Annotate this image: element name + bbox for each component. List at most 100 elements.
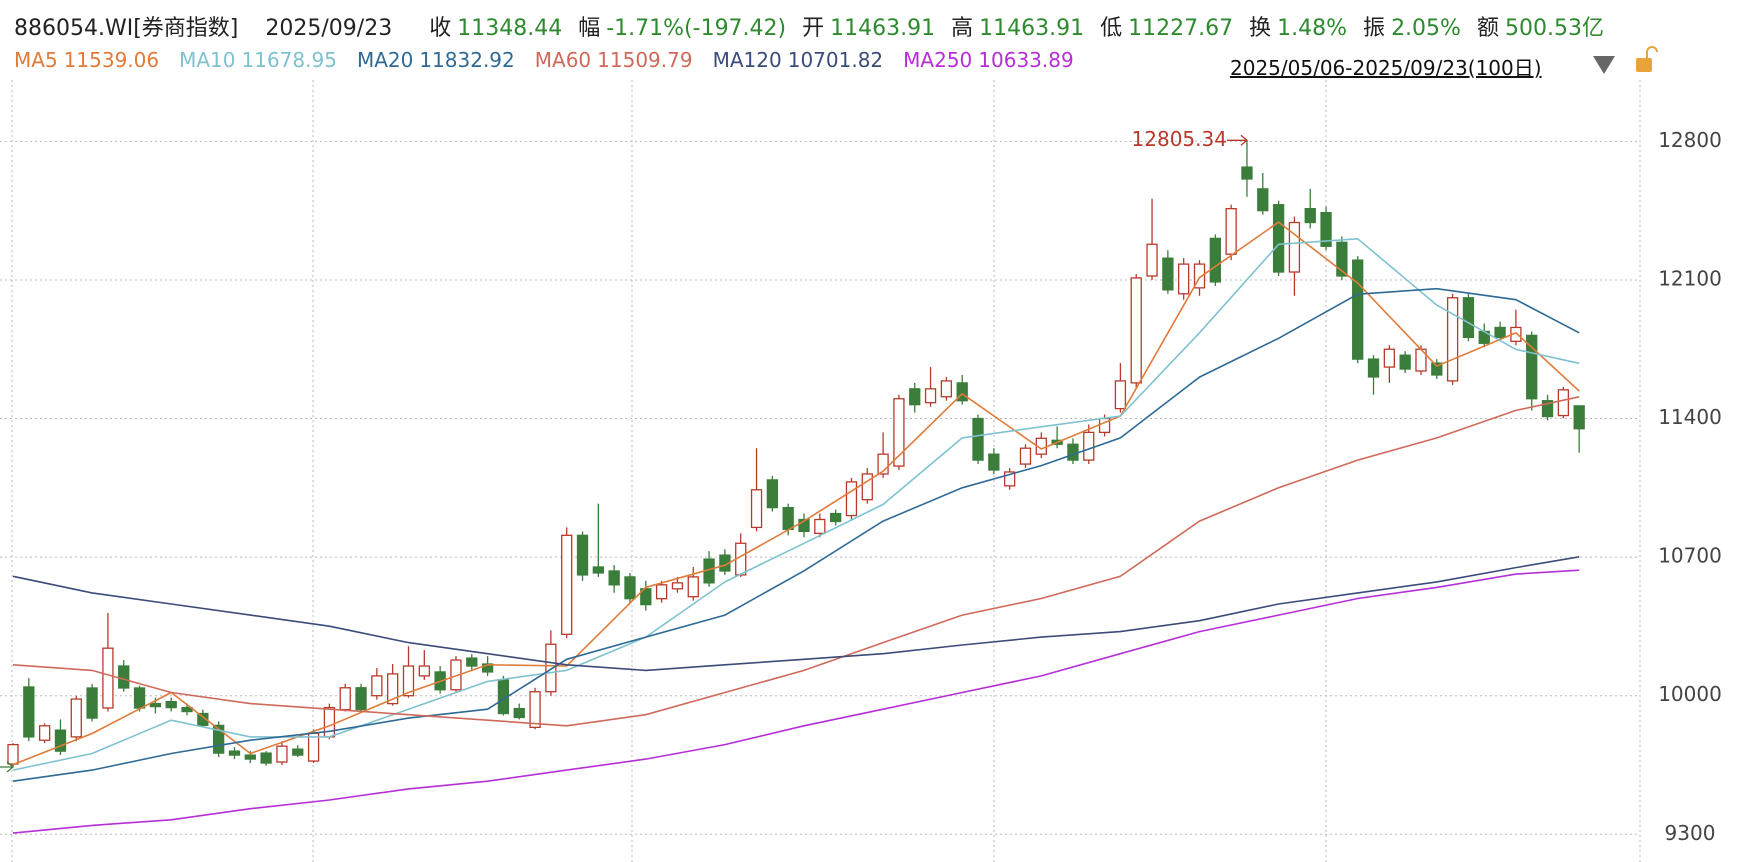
candle-body — [244, 754, 256, 760]
candle-body — [1241, 166, 1253, 180]
legend-value: 11678.95 — [241, 48, 337, 72]
candle-body — [988, 453, 1000, 471]
candle-body — [640, 588, 652, 606]
field-label: 收 — [429, 16, 452, 41]
high-arrow — [1226, 134, 1248, 146]
candle-body — [1067, 443, 1079, 461]
candle-body — [1257, 188, 1269, 212]
candle-body — [292, 748, 304, 756]
y-tick-label: 12800 — [1658, 128, 1722, 152]
field-label: 幅 — [578, 16, 601, 41]
field-value: 1.48% — [1277, 16, 1348, 41]
candle-body — [687, 576, 699, 598]
field-label: 高 — [951, 16, 974, 41]
lock-icon[interactable] — [1636, 58, 1652, 72]
legend-value: 11832.92 — [419, 48, 515, 72]
ma-line — [12, 287, 1580, 782]
legend-value: 10633.89 — [978, 48, 1074, 72]
candle-body — [750, 489, 763, 529]
low-arrow — [0, 761, 15, 773]
ma-line — [12, 556, 1580, 672]
ma-line — [12, 237, 1580, 771]
candle-body — [1494, 326, 1506, 339]
legend-value: 11509.79 — [597, 48, 693, 72]
candle-body — [1193, 263, 1206, 289]
v-grid — [11, 80, 1641, 862]
candle-body — [798, 518, 810, 533]
candle-body — [529, 691, 541, 729]
candle-body — [1541, 400, 1554, 418]
candle-body — [1288, 221, 1301, 273]
legend-name: MA5 — [14, 48, 58, 72]
dropdown-icon[interactable] — [1593, 56, 1615, 74]
y-tick-label: 9300 — [1665, 821, 1716, 845]
candle-body — [1019, 447, 1032, 465]
candle-body — [561, 534, 573, 635]
candle-body — [70, 698, 82, 738]
quote-header: 886054.WI[券商指数] 2025/09/23 收 11348.44 幅 -1.… — [14, 10, 1620, 42]
legend-name: MA120 — [712, 48, 782, 72]
candle-body — [1083, 431, 1095, 461]
candle-body — [102, 647, 114, 709]
field-value: 11227.67 — [1128, 16, 1234, 41]
candle-body — [1320, 211, 1332, 247]
legend-name: MA10 — [179, 48, 236, 72]
ma-legend: MA5 11539.06 MA10 11678.95 MA20 11832.92 MA60 1… — [14, 48, 1094, 72]
candle-body — [197, 712, 209, 727]
candle-body — [1225, 208, 1237, 255]
candle-body — [940, 380, 953, 398]
candle-body — [608, 570, 620, 586]
legend-name: MA250 — [903, 48, 973, 72]
candle-body — [782, 506, 794, 531]
candle-body — [766, 479, 779, 509]
candle-body — [1130, 277, 1142, 384]
candle-body — [1162, 257, 1174, 291]
candle-body — [592, 566, 604, 574]
candle-body — [845, 481, 858, 517]
candle-body — [1383, 348, 1395, 368]
candle-body — [1272, 204, 1285, 273]
candle-body — [355, 687, 367, 711]
field-label: 额 — [1476, 16, 1499, 41]
candle-body — [276, 745, 288, 763]
field-value: 11463.91 — [979, 16, 1085, 41]
candle-body — [54, 729, 67, 752]
y-tick-label: 10000 — [1658, 682, 1722, 706]
lock-shackle — [1646, 46, 1658, 58]
candle-body — [877, 453, 889, 475]
candle-body — [213, 724, 225, 754]
high-annotation: 12805.34 — [1132, 127, 1227, 151]
field-label: 振 — [1363, 16, 1386, 41]
legend-name: MA60 — [534, 48, 592, 72]
candle-body — [371, 675, 383, 697]
date-range[interactable]: 2025/05/06-2025/09/23(100日) — [1230, 56, 1542, 80]
field-label: 低 — [1100, 16, 1123, 41]
candle-body — [165, 700, 177, 709]
y-tick-label: 11400 — [1658, 405, 1722, 429]
candle-body — [1431, 362, 1443, 376]
legend-value: 11539.06 — [63, 48, 160, 72]
candle-body — [861, 473, 873, 501]
candle-body — [228, 750, 241, 756]
legend-name: MA20 — [356, 48, 414, 72]
candle-body — [671, 582, 684, 590]
field-value: 2.05% — [1391, 16, 1461, 41]
candle-body — [402, 665, 415, 697]
candle-body — [1367, 358, 1380, 378]
field-value: 11348.44 — [457, 16, 563, 41]
candle-body — [149, 702, 162, 708]
candle-body — [1004, 471, 1016, 487]
candle-body — [38, 725, 51, 741]
candle-body — [1462, 297, 1475, 339]
candle-body — [1573, 405, 1585, 430]
field-label: 开 — [802, 16, 825, 41]
candle-body — [86, 687, 98, 719]
candle-body — [655, 584, 668, 600]
field-value: 11463.91 — [830, 16, 936, 41]
candle-body — [1446, 297, 1459, 382]
candle-body — [1557, 389, 1570, 417]
field-value: 500.53亿 — [1504, 16, 1604, 41]
field-value: -1.71%(-197.42) — [606, 16, 787, 41]
candle-body — [1526, 334, 1538, 400]
